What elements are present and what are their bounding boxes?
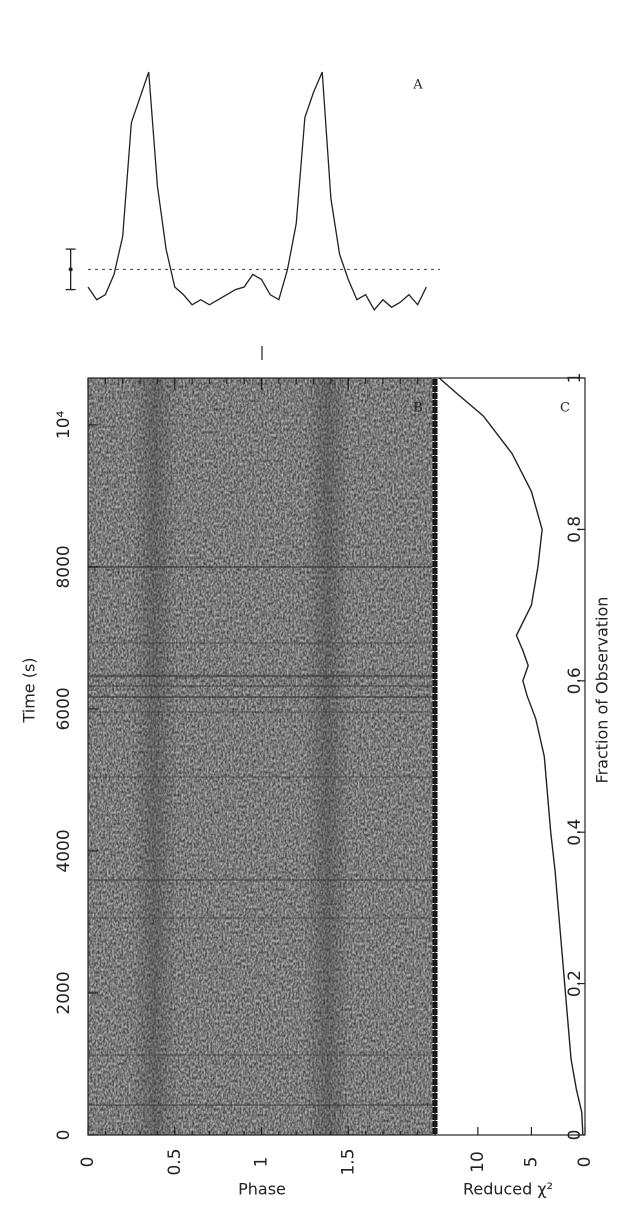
panel-label: C (560, 401, 570, 416)
panel-c-frame (434, 377, 586, 1136)
y2-tick-label: 0.2 (565, 970, 585, 997)
chi2-curve (438, 377, 584, 1136)
error-center (68, 267, 73, 272)
y2-tick-label: 0 (565, 1130, 585, 1141)
x-tick-label: 1 (252, 1157, 272, 1168)
y2-tick-label: 0.4 (565, 819, 585, 846)
y-tick-label: 8000 (54, 545, 74, 588)
y2-tick-label: 0.8 (565, 516, 585, 543)
x-tick-label: 5 (521, 1157, 541, 1168)
pulse-profile (87, 71, 427, 311)
y2-tick-label: 1 (565, 373, 585, 384)
y-tick-label: 10⁴ (54, 410, 74, 439)
y2-tick-label: 0.6 (565, 667, 585, 694)
y-tick-label: 4000 (54, 829, 74, 872)
x-tick-label: 10 (468, 1151, 488, 1173)
y-tick-label: 6000 (54, 687, 74, 730)
x-tick-label: 0 (78, 1157, 98, 1168)
x-tick-label: 1.5 (338, 1148, 358, 1175)
x-tick-label: 0 (575, 1157, 595, 1168)
y-tick-label: 0 (54, 1130, 74, 1141)
x-tick-label: 0.5 (165, 1148, 185, 1175)
y-tick-label: 2000 (54, 971, 74, 1014)
x-axis-title: Phase (238, 1180, 286, 1199)
x-axis-title: Reduced χ² (463, 1180, 553, 1199)
panel-label: A (412, 78, 423, 93)
panel-label: B (413, 401, 423, 416)
y-axis-title: Time (s) (20, 657, 39, 723)
y2-axis-title: Fraction of Observation (593, 597, 612, 784)
heatmap-image (88, 378, 438, 1135)
